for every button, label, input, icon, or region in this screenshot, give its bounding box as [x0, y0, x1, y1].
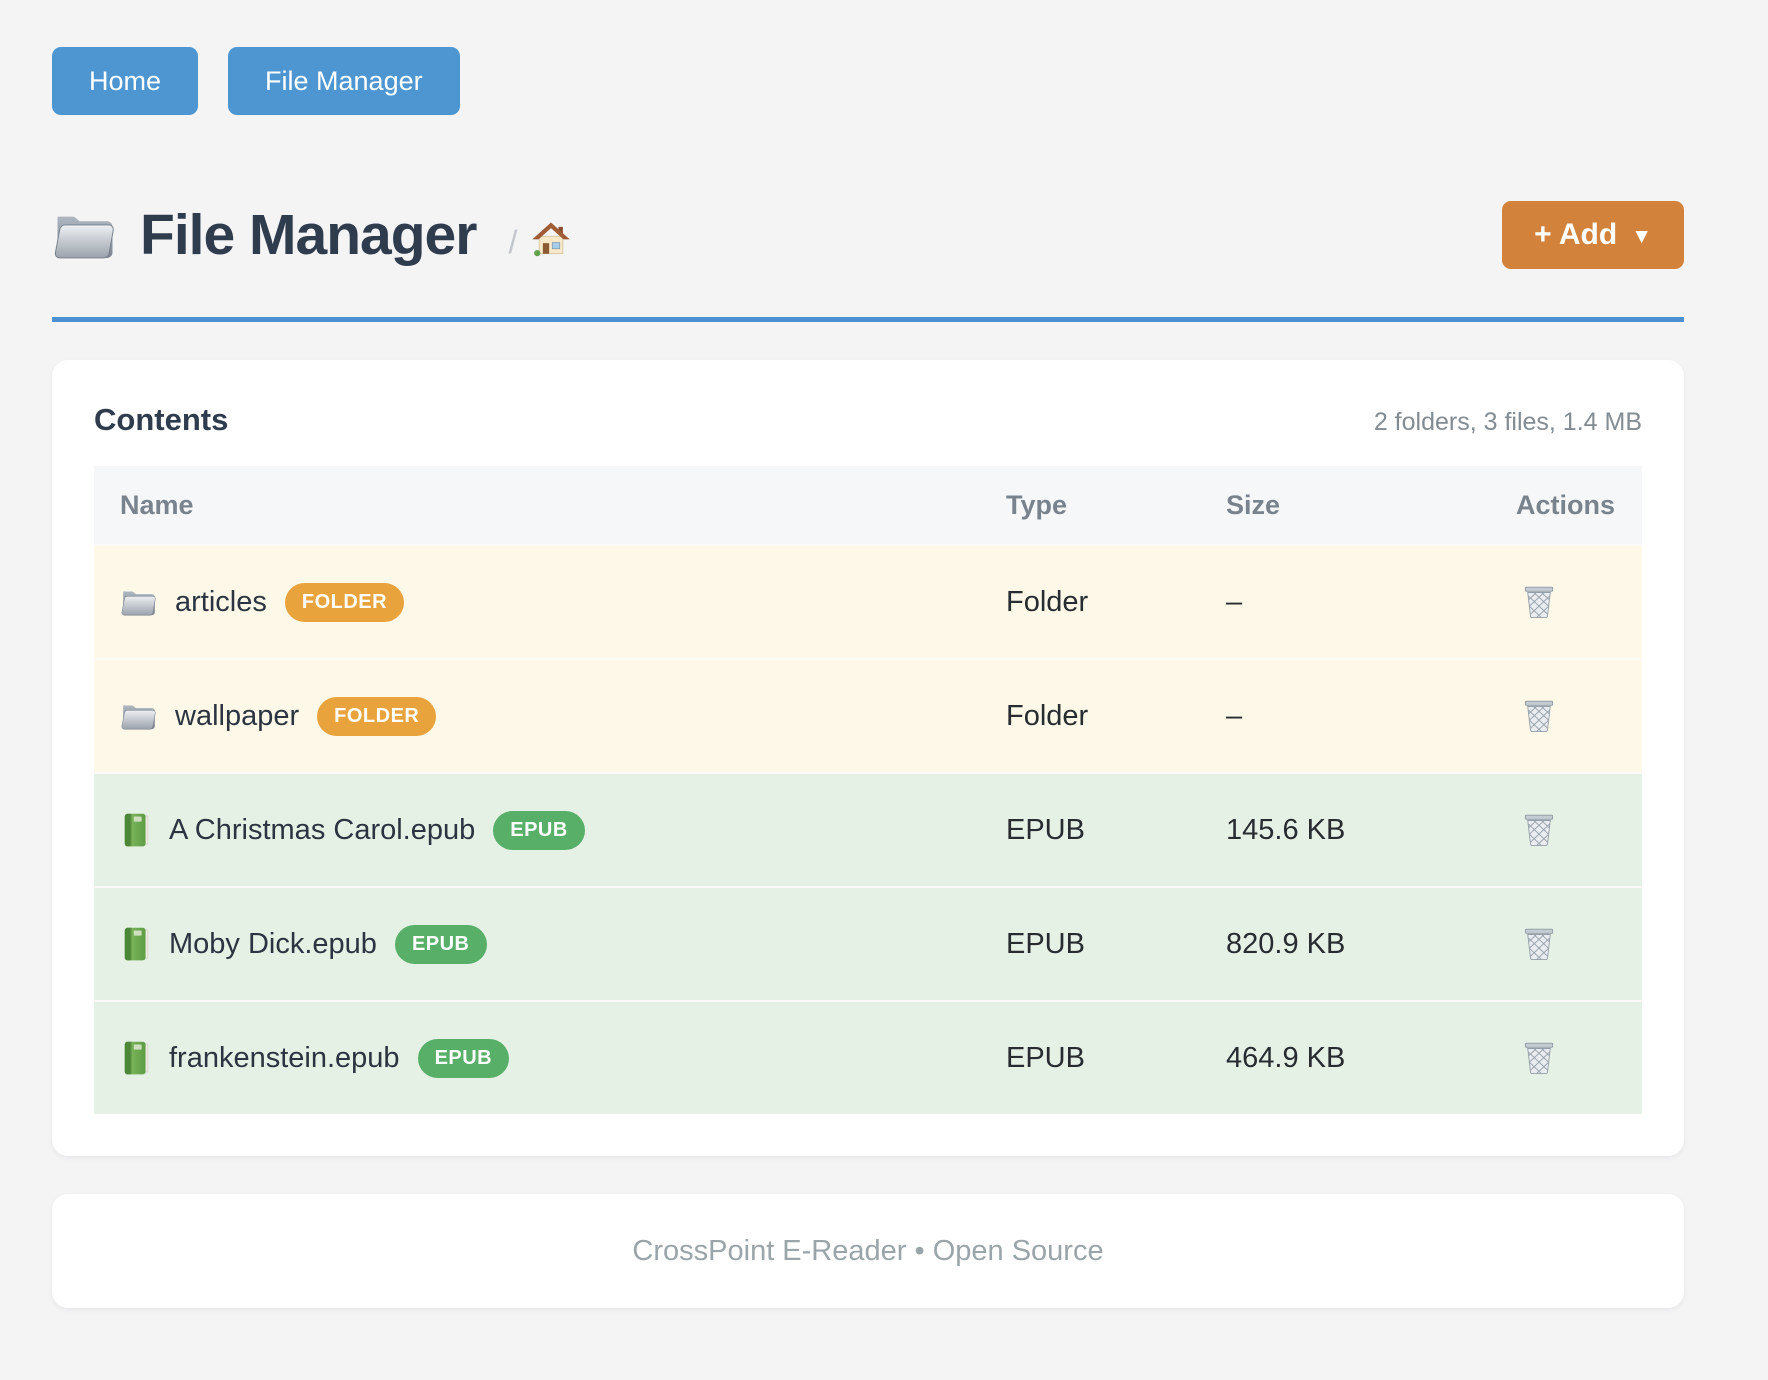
breadcrumb-separator: /	[508, 223, 518, 260]
house-icon[interactable]	[531, 220, 571, 260]
add-button-label: + Add	[1534, 218, 1618, 251]
trash-icon	[1520, 697, 1558, 735]
header-divider	[52, 317, 1684, 322]
actions-cell	[1490, 583, 1642, 621]
file-name: Moby Dick.epub	[169, 927, 377, 960]
actions-cell	[1490, 697, 1642, 735]
table-row[interactable]: articles FOLDER Folder –	[94, 544, 1642, 658]
file-size: 820.9 KB	[1226, 927, 1346, 960]
trash-icon	[1520, 811, 1558, 849]
delete-button[interactable]	[1520, 583, 1558, 621]
trash-icon	[1520, 1039, 1558, 1077]
file-manager-button[interactable]: File Manager	[228, 47, 460, 115]
file-type: EPUB	[1006, 1041, 1085, 1074]
file-type: Folder	[1006, 699, 1089, 732]
footer-text: CrossPoint E-Reader • Open Source	[632, 1234, 1104, 1267]
delete-button[interactable]	[1520, 925, 1558, 963]
folder-badge: FOLDER	[317, 696, 437, 736]
page-title: File Manager	[140, 203, 477, 267]
file-table: Name Type Size Actions articles FOLDER F…	[94, 466, 1642, 1114]
actions-cell	[1490, 1039, 1642, 1077]
table-row[interactable]: Moby Dick.epub EPUB EPUB 820.9 KB	[94, 886, 1642, 1000]
top-nav: Home File Manager	[52, 47, 1684, 115]
name-cell: A Christmas Carol.epub EPUB	[94, 810, 980, 850]
file-size: –	[1226, 585, 1243, 618]
page-header: File Manager / + Add ▼	[52, 201, 1684, 269]
actions-cell	[1490, 811, 1642, 849]
footer: CrossPoint E-Reader • Open Source	[52, 1194, 1684, 1308]
table-header-row: Name Type Size Actions	[94, 466, 1642, 544]
column-header-type: Type	[1006, 489, 1068, 520]
file-manager-page: Home File Manager File Manager / + Add ▼…	[52, 0, 1684, 1308]
file-name: frankenstein.epub	[169, 1041, 400, 1074]
home-button[interactable]: Home	[52, 47, 199, 115]
delete-button[interactable]	[1520, 697, 1558, 735]
trash-icon	[1520, 583, 1558, 621]
delete-button[interactable]	[1520, 811, 1558, 849]
name-cell: Moby Dick.epub EPUB	[94, 924, 980, 964]
file-type: Folder	[1006, 585, 1089, 618]
folder-icon	[120, 699, 158, 733]
contents-card: Contents 2 folders, 3 files, 1.4 MB Name…	[52, 360, 1684, 1156]
title-group: File Manager /	[52, 202, 571, 268]
name-cell: articles FOLDER	[94, 582, 980, 622]
column-header-size: Size	[1226, 489, 1281, 520]
table-row[interactable]: wallpaper FOLDER Folder –	[94, 658, 1642, 772]
actions-cell	[1490, 925, 1642, 963]
epub-badge: EPUB	[493, 810, 585, 850]
epub-badge: EPUB	[394, 924, 487, 964]
file-type: EPUB	[1006, 927, 1085, 960]
folder-badge: FOLDER	[284, 582, 405, 622]
delete-button[interactable]	[1520, 1039, 1558, 1077]
file-name: wallpaper	[175, 699, 300, 732]
name-cell: frankenstein.epub EPUB	[94, 1038, 980, 1078]
caret-down-icon: ▼	[1631, 224, 1652, 248]
epub-badge: EPUB	[417, 1038, 510, 1078]
contents-card-header: Contents 2 folders, 3 files, 1.4 MB	[94, 402, 1642, 438]
file-size: –	[1226, 699, 1243, 732]
file-name: A Christmas Carol.epub	[169, 813, 476, 846]
table-row[interactable]: A Christmas Carol.epub EPUB EPUB 145.6 K…	[94, 772, 1642, 886]
column-header-actions: Actions	[1516, 489, 1616, 520]
file-type: EPUB	[1006, 813, 1085, 846]
table-row[interactable]: frankenstein.epub EPUB EPUB 464.9 KB	[94, 1000, 1642, 1114]
trash-icon	[1520, 925, 1558, 963]
green-book-icon	[120, 1040, 152, 1076]
name-cell: wallpaper FOLDER	[94, 696, 980, 736]
green-book-icon	[120, 812, 152, 848]
add-button[interactable]: + Add ▼	[1502, 201, 1684, 269]
contents-heading: Contents	[94, 402, 229, 437]
green-book-icon	[120, 926, 152, 962]
file-size: 145.6 KB	[1226, 813, 1346, 846]
open-folder-icon	[52, 206, 118, 264]
column-header-name: Name	[120, 489, 194, 520]
file-name: articles	[175, 585, 267, 618]
folder-icon	[120, 585, 158, 619]
contents-summary: 2 folders, 3 files, 1.4 MB	[1373, 408, 1642, 436]
file-size: 464.9 KB	[1226, 1041, 1346, 1074]
